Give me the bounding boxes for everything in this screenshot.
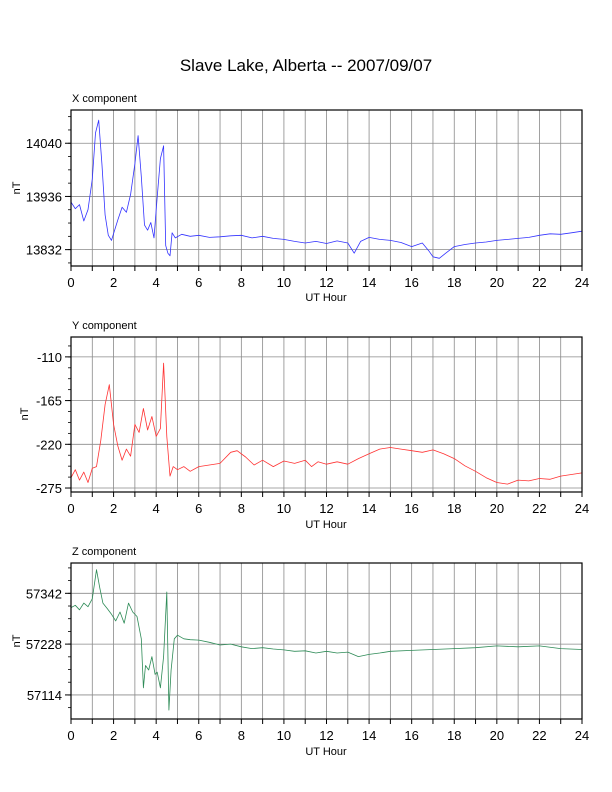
z-panel-label: Z component (72, 546, 136, 558)
x-x-tick-label: 0 (67, 275, 74, 290)
z-x-tick-label: 20 (490, 728, 504, 743)
z-plot-frame (70, 562, 583, 720)
z-x-tick-label: 12 (319, 728, 333, 743)
page-title: Slave Lake, Alberta -- 2007/09/07 (179, 56, 433, 75)
z-x-tick-label: 0 (67, 728, 74, 743)
z-x-tick-label: 24 (575, 728, 589, 743)
x-x-tick-label: 16 (404, 275, 418, 290)
y-x-tick-label: 18 (447, 501, 461, 516)
x-x-tick-label: 24 (575, 275, 589, 290)
x-panel-label: X component (72, 93, 137, 105)
x-y-tick-label: 14040 (26, 136, 62, 151)
z-x-tick-label: 22 (532, 728, 546, 743)
y-x-tick-label: 4 (153, 501, 160, 516)
z-x-tick-label: 6 (195, 728, 202, 743)
z-y-tick-label: 57342 (26, 586, 62, 601)
x-y-tick-label: 13832 (26, 243, 62, 258)
x-y-tick-label: 13936 (26, 189, 62, 204)
x-x-tick-label: 10 (277, 275, 291, 290)
y-x-tick-label: 6 (195, 501, 202, 516)
y-xlabel: UT Hour (305, 519, 347, 531)
y-x-tick-label: 12 (319, 501, 333, 516)
x-x-tick-label: 14 (362, 275, 376, 290)
x-x-tick-label: 12 (319, 275, 333, 290)
x-x-tick-label: 6 (195, 275, 202, 290)
y-x-tick-label: 22 (532, 501, 546, 516)
x-x-tick-label: 4 (153, 275, 160, 290)
y-x-tick-label: 0 (67, 501, 74, 516)
x-x-tick-label: 20 (490, 275, 504, 290)
z-x-tick-label: 10 (277, 728, 291, 743)
x-component-panel: X component UT Hour nT 13832 13936 14040 0 2… (11, 93, 589, 304)
x-xlabel: UT Hour (305, 292, 347, 304)
x-x-tick-label: 2 (110, 275, 117, 290)
x-x-tick-label: 8 (238, 275, 245, 290)
y-y-tick-label: -165 (36, 394, 62, 409)
z-component-panel: Z component UT Hour nT 57114 57228 57342 0 2… (11, 546, 589, 758)
z-series-line (70, 569, 583, 711)
y-y-tick-label: -220 (36, 437, 62, 452)
z-x-tick-label: 8 (238, 728, 245, 743)
z-y-tick-label: 57228 (26, 637, 62, 652)
x-ylabel: nT (11, 181, 23, 194)
y-ylabel: nT (19, 407, 31, 420)
z-x-tick-label: 16 (404, 728, 418, 743)
y-y-tick-label: -275 (36, 481, 62, 496)
z-x-tick-label: 14 (362, 728, 376, 743)
y-x-tick-label: 16 (404, 501, 418, 516)
z-x-tick-label: 2 (110, 728, 117, 743)
y-x-tick-label: 20 (490, 501, 504, 516)
y-x-tick-label: 10 (277, 501, 291, 516)
x-series-line (70, 119, 583, 259)
y-x-tick-label: 24 (575, 501, 589, 516)
y-x-tick-label: 2 (110, 501, 117, 516)
y-x-tick-label: 8 (238, 501, 245, 516)
z-xlabel: UT Hour (305, 746, 347, 758)
y-y-tick-label: -110 (37, 350, 62, 365)
x-x-tick-label: 22 (532, 275, 546, 290)
y-series-line (70, 362, 583, 485)
y-plot-frame (70, 336, 583, 493)
z-x-tick-label: 18 (447, 728, 461, 743)
x-x-tick-label: 18 (447, 275, 461, 290)
y-x-tick-label: 14 (362, 501, 376, 516)
z-x-tick-label: 4 (153, 728, 160, 743)
y-component-panel: Y component UT Hour nT -275 -220 -165 -110 0… (19, 320, 589, 531)
x-plot-frame (70, 109, 583, 267)
y-panel-label: Y component (72, 320, 137, 332)
z-y-tick-label: 57114 (27, 688, 62, 703)
z-ylabel: nT (11, 634, 23, 647)
